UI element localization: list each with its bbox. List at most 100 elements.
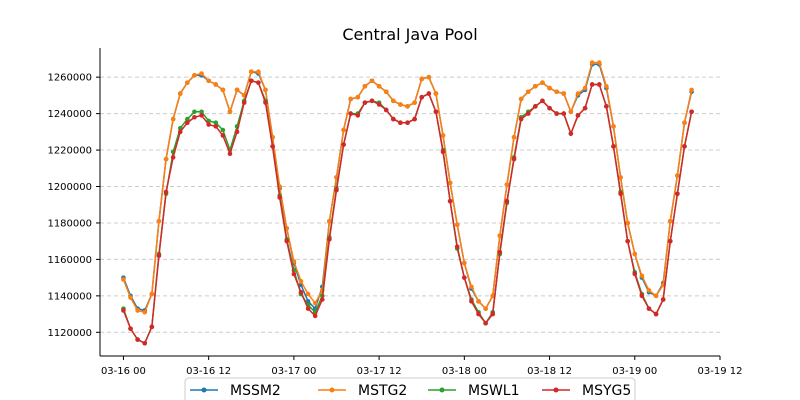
data-point <box>213 120 219 126</box>
series-line <box>122 61 693 314</box>
legend-item-mswl1: MSWL1 <box>428 383 520 399</box>
x-tick-label: 03-19 12 <box>698 366 743 377</box>
data-point <box>476 311 481 317</box>
data-point <box>185 80 190 85</box>
data-point <box>561 111 567 116</box>
data-point <box>405 104 410 109</box>
legend-item-mssm2: MSSM2 <box>190 383 281 399</box>
data-point <box>653 311 659 317</box>
data-point <box>142 309 148 315</box>
data-point <box>142 340 148 346</box>
data-point <box>639 293 645 299</box>
data-point <box>533 83 538 89</box>
data-point <box>270 144 275 149</box>
data-point <box>170 155 176 160</box>
data-point <box>618 191 623 197</box>
data-point <box>540 98 545 104</box>
data-point <box>625 220 630 226</box>
data-point <box>135 308 140 313</box>
series-mssm2 <box>121 62 694 313</box>
data-point <box>248 69 254 74</box>
legend-label: MSYG5 <box>582 383 631 399</box>
data-point <box>596 82 602 87</box>
data-point <box>220 87 226 93</box>
data-point <box>327 237 332 242</box>
legend-box <box>184 377 636 400</box>
data-point <box>547 105 552 111</box>
data-point <box>433 109 439 115</box>
data-point <box>611 124 616 129</box>
data-point <box>121 308 126 313</box>
data-point <box>554 111 559 116</box>
data-point <box>369 98 375 104</box>
data-point <box>611 144 616 149</box>
data-point <box>419 94 425 100</box>
data-point <box>667 238 673 244</box>
data-point <box>518 116 524 122</box>
legend-item-mstg2: MSTG2 <box>318 383 407 399</box>
legend-swatch-marker <box>439 387 445 393</box>
data-point <box>398 120 403 126</box>
data-point <box>547 85 552 91</box>
data-point <box>234 129 240 135</box>
data-point <box>596 60 602 65</box>
data-point <box>462 260 467 266</box>
data-point <box>291 271 297 277</box>
data-point <box>163 189 169 195</box>
data-point <box>426 91 432 96</box>
data-point <box>575 113 581 118</box>
y-tick-label: 1220000 <box>47 146 92 157</box>
data-point <box>156 218 162 224</box>
data-point <box>554 89 559 95</box>
data-point <box>504 198 510 204</box>
data-point <box>135 337 140 342</box>
data-point <box>319 297 325 302</box>
data-point <box>355 94 361 100</box>
data-point <box>682 144 687 149</box>
data-point <box>525 111 531 116</box>
x-tick-label: 03-17 00 <box>271 366 316 377</box>
data-point <box>582 105 588 111</box>
data-point <box>589 60 595 65</box>
data-point <box>533 104 538 109</box>
data-point <box>632 251 638 257</box>
data-point <box>504 182 510 187</box>
data-point <box>433 91 439 96</box>
data-point <box>497 233 503 239</box>
data-point <box>121 277 126 282</box>
data-point <box>362 83 368 89</box>
y-tick-label: 1160000 <box>47 255 92 266</box>
x-tick-label: 03-16 00 <box>101 366 146 377</box>
legend-label: MSWL1 <box>468 383 520 399</box>
data-point <box>220 133 226 138</box>
data-point <box>483 306 488 311</box>
data-point <box>675 191 680 197</box>
data-point <box>646 306 652 311</box>
data-point <box>305 306 311 311</box>
data-point <box>327 218 332 224</box>
data-point <box>256 80 261 85</box>
data-point <box>447 180 453 186</box>
data-point <box>391 116 396 122</box>
data-point <box>341 142 346 147</box>
data-point <box>206 78 211 84</box>
data-point <box>334 187 339 193</box>
data-point <box>376 83 382 89</box>
data-point <box>582 85 588 91</box>
data-point <box>341 127 346 133</box>
legend-swatch-marker <box>553 387 559 393</box>
data-point <box>454 244 460 249</box>
data-point <box>476 299 481 304</box>
data-point <box>440 149 446 155</box>
data-point <box>518 96 524 102</box>
data-point <box>689 109 694 115</box>
data-point <box>192 73 197 78</box>
grid-lines <box>100 76 720 333</box>
data-point <box>497 249 503 255</box>
data-point <box>440 133 446 138</box>
data-point <box>589 82 595 87</box>
data-point <box>185 116 190 122</box>
data-point <box>192 114 197 120</box>
data-point <box>227 151 233 157</box>
